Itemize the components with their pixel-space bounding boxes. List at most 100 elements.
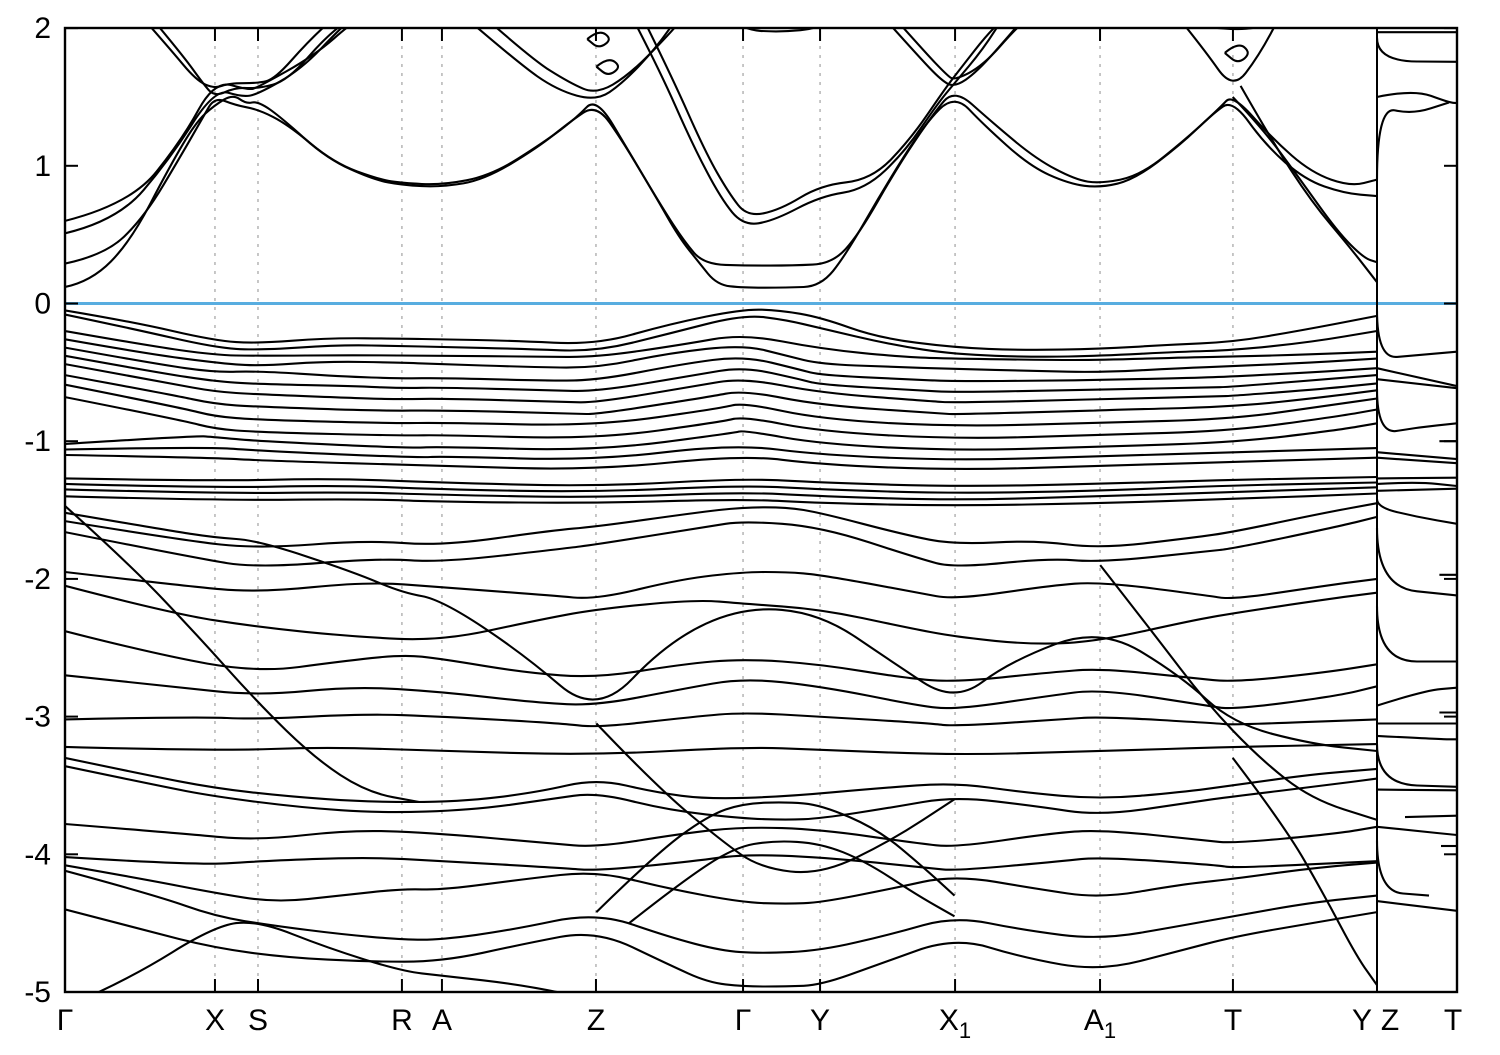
band-line bbox=[65, 861, 1378, 905]
band-line-right-panel bbox=[1375, 101, 1450, 180]
band-line-right-panel bbox=[1376, 481, 1457, 488]
band-line bbox=[65, 486, 1378, 501]
band-line bbox=[65, 313, 1378, 358]
x-axis-kpoint-label: T bbox=[1224, 1004, 1242, 1037]
band-line-right-panel bbox=[1375, 498, 1457, 525]
band-line-right-panel bbox=[1376, 367, 1457, 388]
band-line bbox=[65, 453, 1378, 471]
x-axis-kpoint-label: A1 bbox=[1084, 1004, 1116, 1043]
x-axis-kpoint-label: T bbox=[1444, 1004, 1462, 1037]
band-line-right-panel bbox=[1376, 686, 1457, 707]
band-line bbox=[65, 908, 1378, 988]
band-line bbox=[65, 94, 1378, 267]
band-line bbox=[1231, 757, 1378, 986]
band-line bbox=[65, 475, 1378, 487]
band-line bbox=[65, 383, 1378, 427]
x-axis-kpoint-label: Z bbox=[1381, 1004, 1399, 1037]
band-line-right-panel bbox=[1376, 487, 1457, 492]
x-axis-kpoint-label: Z bbox=[587, 1004, 605, 1037]
band-line-right-panel bbox=[1375, 840, 1430, 897]
band-line bbox=[65, 570, 1378, 600]
band-line bbox=[65, 481, 1378, 494]
band-line bbox=[65, 329, 1378, 362]
band-line-right-panel bbox=[1376, 456, 1457, 465]
band-line bbox=[158, 28, 340, 96]
x-axis-kpoint-label: A bbox=[432, 1004, 452, 1037]
band-line bbox=[65, 756, 1378, 804]
band-line bbox=[65, 28, 349, 222]
band-line bbox=[65, 584, 1378, 645]
band-line bbox=[65, 854, 1378, 871]
band-line bbox=[65, 492, 1378, 507]
band-line-right-panel bbox=[1404, 814, 1457, 819]
band-line-right-panel bbox=[1375, 527, 1457, 597]
band-line bbox=[65, 95, 1378, 289]
band-line bbox=[65, 308, 1378, 351]
band-line-right-panel bbox=[1376, 734, 1457, 741]
band-line bbox=[65, 674, 1378, 710]
band-line bbox=[65, 338, 1378, 373]
x-axis-kpoint-label: X bbox=[205, 1004, 225, 1037]
band-line bbox=[743, 28, 817, 33]
y-axis-tick-label: -1 bbox=[24, 425, 51, 458]
band-line bbox=[1224, 44, 1249, 63]
x-axis-kpoint-label: Γ bbox=[57, 1004, 74, 1037]
band-line bbox=[65, 374, 1378, 416]
x-axis-kpoint-label: Y bbox=[810, 1004, 830, 1037]
band-line bbox=[1185, 28, 1275, 82]
band-line bbox=[65, 743, 1378, 756]
band-line bbox=[1099, 564, 1378, 821]
band-line bbox=[65, 346, 1378, 383]
band-line-right-panel bbox=[1376, 476, 1457, 480]
band-line bbox=[495, 28, 676, 92]
band-line bbox=[65, 630, 1378, 682]
band-line-right-panel bbox=[1376, 788, 1457, 792]
band-line bbox=[65, 869, 1378, 954]
band-line bbox=[65, 712, 1378, 728]
band-line-right-panel bbox=[1375, 310, 1457, 358]
band-line-right-panel bbox=[1376, 91, 1457, 105]
band-line-right-panel bbox=[1375, 744, 1457, 788]
band-line bbox=[646, 28, 996, 216]
band-line bbox=[1231, 96, 1378, 264]
band-line-right-panel bbox=[1376, 378, 1457, 390]
band-line bbox=[150, 28, 325, 89]
band-line bbox=[636, 28, 998, 225]
y-axis-tick-label: -2 bbox=[24, 563, 51, 596]
band-line bbox=[65, 515, 1378, 567]
band-line bbox=[65, 28, 343, 235]
band-line bbox=[595, 722, 956, 874]
band-line-right-panel bbox=[1376, 451, 1457, 461]
band-line-right-panel bbox=[1376, 825, 1457, 837]
y-axis-tick-label: 2 bbox=[34, 12, 51, 45]
y-axis-tick-label: 0 bbox=[34, 288, 51, 321]
band-line bbox=[65, 446, 1378, 461]
y-axis-tick-label: 1 bbox=[34, 150, 51, 183]
band-line bbox=[96, 921, 563, 992]
band-line bbox=[65, 822, 1378, 847]
band-line bbox=[65, 363, 1378, 404]
x-axis-kpoint-label: Y bbox=[1352, 1004, 1372, 1037]
y-axis-tick-label: -5 bbox=[24, 976, 51, 1009]
band-line bbox=[65, 765, 1378, 821]
band-line bbox=[595, 59, 620, 75]
band-line-right-panel bbox=[1375, 606, 1457, 663]
band-line-right-panel bbox=[1375, 37, 1457, 63]
plot-frame bbox=[63, 26, 1459, 994]
band-line bbox=[891, 28, 1017, 86]
band-line-right-panel bbox=[1375, 388, 1457, 433]
band-line bbox=[586, 31, 610, 48]
band-line bbox=[65, 511, 1378, 753]
y-axis-tick-label: -3 bbox=[24, 701, 51, 734]
x-axis-kpoint-label: Γ bbox=[735, 1004, 752, 1037]
x-axis-kpoint-label: S bbox=[248, 1004, 268, 1037]
band-line bbox=[65, 505, 420, 804]
band-line bbox=[65, 422, 1378, 451]
band-line bbox=[1239, 85, 1378, 283]
band-line bbox=[65, 354, 1378, 393]
band-line bbox=[65, 502, 1378, 548]
band-line bbox=[65, 396, 1378, 439]
band-line bbox=[902, 28, 1019, 80]
